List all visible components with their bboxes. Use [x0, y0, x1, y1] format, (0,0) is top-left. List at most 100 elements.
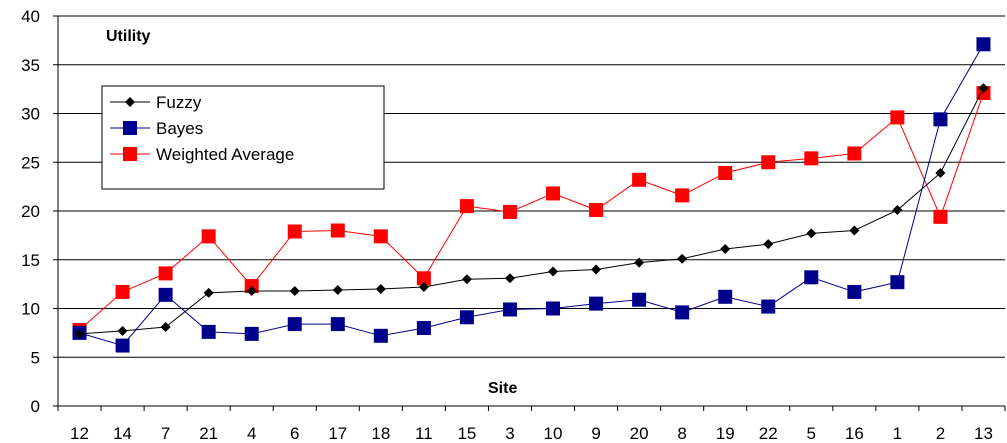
series-bayes [72, 37, 991, 353]
data-point-weighted-average [933, 209, 948, 224]
legend: Fuzzy Bayes Weighted Average [101, 85, 385, 190]
x-tick-label: 17 [328, 424, 347, 443]
data-point-bayes [933, 112, 948, 127]
data-point-weighted-average [158, 266, 173, 281]
data-point-bayes [115, 338, 130, 353]
data-point-bayes [847, 284, 862, 299]
data-point-fuzzy [634, 257, 645, 268]
data-point-weighted-average [502, 204, 517, 219]
x-tick-label: 15 [457, 424, 476, 443]
data-point-weighted-average [847, 146, 862, 161]
series-line-bayes [79, 44, 984, 347]
data-point-bayes [158, 287, 173, 302]
x-tick-label: 20 [630, 424, 649, 443]
data-point-fuzzy [160, 322, 171, 333]
data-point-bayes [761, 299, 776, 314]
data-point-weighted-average [718, 165, 733, 180]
data-point-bayes [546, 301, 561, 316]
legend-box [101, 85, 385, 190]
legend-marker-weighted-average [123, 147, 137, 161]
data-point-bayes [416, 321, 431, 335]
data-point-bayes [890, 275, 905, 290]
data-point-fuzzy [677, 253, 688, 264]
x-tick-label: 14 [113, 424, 132, 443]
x-tick-label: 12 [70, 424, 89, 443]
y-tick-label: 35 [21, 56, 40, 75]
axes [57, 16, 1005, 407]
data-point-weighted-average [804, 151, 819, 166]
series-weighted-average [72, 86, 991, 337]
data-point-weighted-average [201, 229, 216, 244]
x-tick-label: 3 [505, 424, 514, 443]
data-point-fuzzy [548, 266, 559, 277]
series-layer [72, 37, 991, 353]
data-point-weighted-average [416, 271, 431, 286]
x-tick-label: 9 [591, 424, 600, 443]
data-point-fuzzy [720, 244, 731, 255]
y-tick-label: 0 [31, 397, 40, 416]
data-point-fuzzy [375, 284, 386, 294]
data-point-fuzzy [461, 274, 472, 285]
data-point-fuzzy [117, 325, 128, 336]
data-point-fuzzy [935, 167, 946, 178]
x-tick-label: 10 [544, 424, 563, 443]
data-point-weighted-average [287, 224, 302, 239]
x-tick-label: 16 [845, 424, 864, 443]
data-point-weighted-average [675, 188, 690, 203]
data-point-fuzzy [806, 228, 817, 239]
x-tick-label: 2 [936, 424, 945, 443]
y-tick-label: 15 [21, 251, 40, 270]
legend-label-bayes: Bayes [156, 119, 203, 138]
data-point-bayes [589, 296, 604, 311]
legend-label-fuzzy: Fuzzy [156, 93, 202, 112]
data-point-bayes [287, 317, 302, 332]
data-point-bayes [804, 270, 819, 285]
data-point-weighted-average [115, 284, 130, 299]
data-point-weighted-average [373, 229, 388, 244]
y-tick-label: 40 [21, 7, 40, 26]
x-tick-label: 22 [759, 424, 778, 443]
y-tick-label: 30 [21, 105, 40, 124]
data-point-fuzzy [332, 284, 343, 295]
x-tick-label: 21 [199, 424, 218, 443]
data-point-weighted-average [330, 223, 345, 238]
data-point-fuzzy [289, 285, 300, 296]
x-tick-label: 5 [807, 424, 816, 443]
data-point-fuzzy [418, 282, 429, 293]
series-line-weighted-average [79, 92, 984, 331]
y-axis-ticks: 0 5 10 15 20 25 30 35 40 [21, 7, 58, 416]
legend-marker-bayes [123, 121, 137, 135]
data-point-weighted-average [459, 199, 474, 214]
data-point-fuzzy [246, 285, 257, 296]
data-point-bayes [502, 302, 517, 317]
data-point-bayes [632, 292, 647, 307]
data-point-bayes [459, 310, 474, 325]
x-tick-label: 7 [161, 424, 170, 443]
data-point-fuzzy [504, 273, 515, 284]
data-point-fuzzy [849, 225, 860, 236]
series-line-fuzzy [79, 87, 984, 335]
data-point-fuzzy [978, 83, 989, 94]
x-axis-ticks: 12 14 7 21 4 6 17 18 11 15 3 10 9 20 8 19 22 5 16 1 2 13 [57, 406, 1006, 443]
series-fuzzy [74, 83, 989, 339]
data-point-bayes [373, 328, 388, 343]
x-tick-label: 1 [893, 424, 902, 443]
data-point-fuzzy [591, 264, 602, 275]
data-point-weighted-average [546, 186, 561, 201]
x-tick-label: 19 [716, 424, 735, 443]
x-tick-label: 8 [677, 424, 686, 443]
y-tick-label: 25 [21, 153, 40, 172]
y-tick-label: 5 [31, 348, 40, 367]
data-point-bayes [718, 289, 733, 304]
y-tick-label: 10 [21, 300, 40, 319]
legend-marker-fuzzy [125, 97, 135, 107]
y-tick-label: 20 [21, 202, 40, 221]
data-point-fuzzy [892, 205, 903, 216]
data-point-fuzzy [203, 287, 214, 298]
data-point-weighted-average [589, 203, 604, 218]
data-point-weighted-average [761, 155, 776, 170]
data-point-bayes [244, 326, 259, 341]
x-tick-label: 6 [290, 424, 299, 443]
data-point-fuzzy [74, 328, 85, 339]
